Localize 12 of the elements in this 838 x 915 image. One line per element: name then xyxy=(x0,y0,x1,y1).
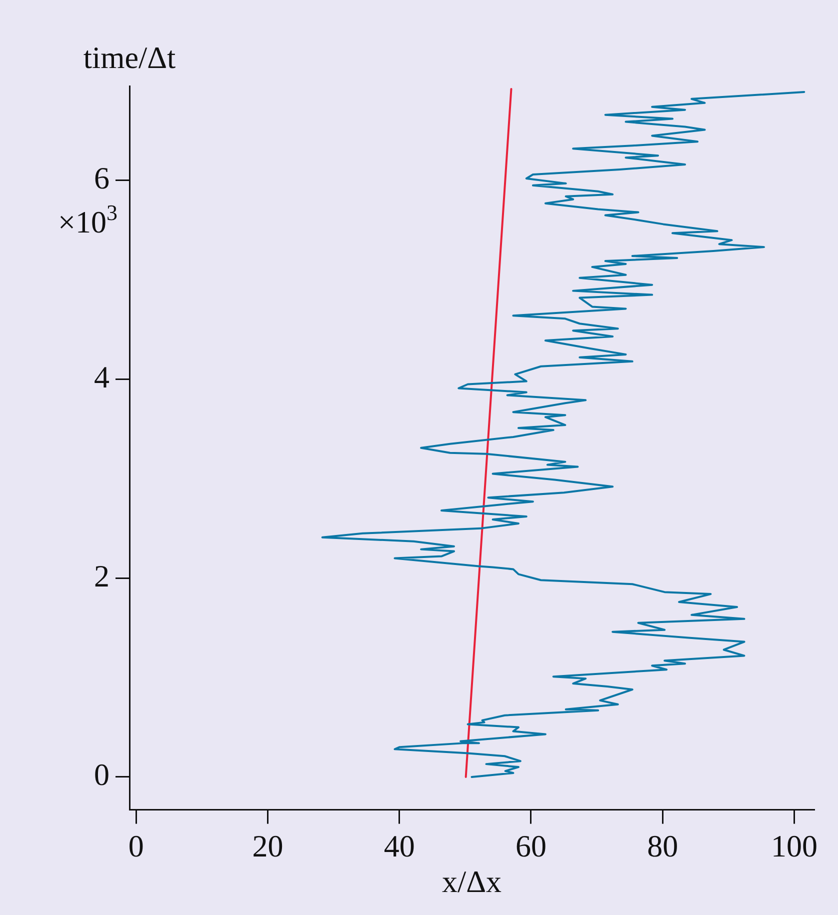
y-axis-title: time/Δt xyxy=(83,40,176,75)
x-tick-label: 60 xyxy=(515,828,546,864)
x-tick-label: 20 xyxy=(252,828,284,864)
y-tick-label: 2 xyxy=(94,558,110,594)
y-tick-label: 6 xyxy=(94,160,110,196)
x-tick-label: 0 xyxy=(128,828,144,864)
x-axis-title: x/Δx xyxy=(442,864,502,899)
y-tick-label: 0 xyxy=(94,757,110,792)
y-tick-label: 4 xyxy=(94,359,110,394)
x-tick-label: 80 xyxy=(647,828,678,864)
x-tick-label: 100 xyxy=(771,828,818,864)
x-tick-label: 40 xyxy=(384,828,415,864)
